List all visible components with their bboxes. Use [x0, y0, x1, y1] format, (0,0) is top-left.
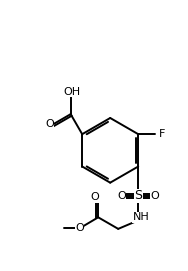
Text: O: O — [151, 191, 160, 201]
Text: O: O — [75, 223, 84, 233]
Text: OH: OH — [64, 87, 81, 97]
Text: F: F — [159, 129, 165, 139]
Text: O: O — [90, 192, 99, 202]
Text: O: O — [117, 191, 126, 201]
Text: S: S — [134, 189, 142, 202]
Text: O: O — [45, 119, 54, 129]
Text: NH: NH — [133, 212, 150, 222]
